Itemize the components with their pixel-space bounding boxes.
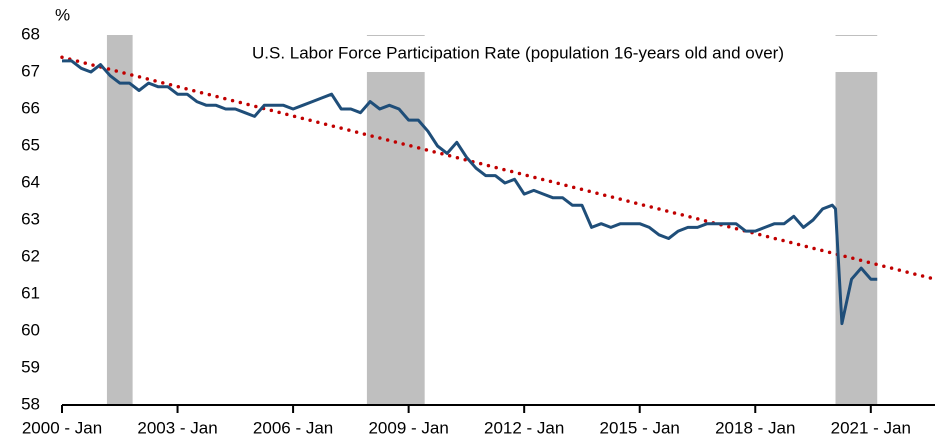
x-tick-label: 2012 - Jan xyxy=(484,418,564,437)
y-tick-label: 64 xyxy=(21,172,40,191)
x-tick-label: 2018 - Jan xyxy=(715,418,795,437)
y-tick-label: 60 xyxy=(21,320,40,339)
y-tick-label: 63 xyxy=(21,209,40,228)
x-tick-label: 2003 - Jan xyxy=(137,418,217,437)
x-tick-label: 2009 - Jan xyxy=(368,418,448,437)
series-line xyxy=(62,59,878,326)
y-unit: % xyxy=(55,5,70,24)
title-background xyxy=(152,36,882,72)
x-tick-label: 2006 - Jan xyxy=(253,418,333,437)
chart-title: U.S. Labor Force Participation Rate (pop… xyxy=(252,43,784,62)
y-tick-label: 59 xyxy=(21,357,40,376)
x-tick-label: 2021 - Jan xyxy=(831,418,911,437)
y-tick-label: 65 xyxy=(21,135,40,154)
y-tick-label: 58 xyxy=(21,394,40,413)
y-tick-label: 62 xyxy=(21,246,40,265)
x-tick-label: 2000 - Jan xyxy=(22,418,102,437)
x-tick-label: 2015 - Jan xyxy=(600,418,680,437)
trend-line xyxy=(60,55,935,281)
recession-shade xyxy=(835,35,878,405)
y-tick-label: 66 xyxy=(21,98,40,117)
y-tick-label: 67 xyxy=(21,61,40,80)
recession-shade xyxy=(106,35,133,405)
y-tick-label: 61 xyxy=(21,283,40,302)
recession-shade xyxy=(366,35,425,405)
y-tick-label: 68 xyxy=(21,24,40,43)
